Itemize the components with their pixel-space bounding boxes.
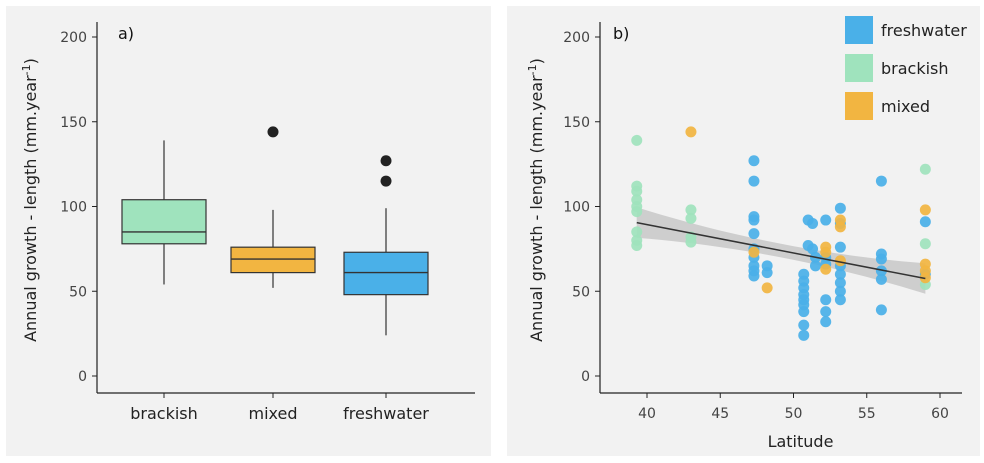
scatter-point-mixed [834, 221, 846, 233]
scatter-point-brackish [685, 212, 697, 224]
panel-a-x-tick-label: brackish [130, 404, 198, 423]
panel-b-x-tick-label: 45 [711, 406, 729, 422]
panel-a-background [6, 6, 491, 456]
panel-a-y-axis-label-main: Annual growth - length (mm.year [21, 75, 40, 342]
scatter-point-freshwater [834, 277, 846, 289]
scatter-point-freshwater [834, 294, 846, 306]
panel-a-y-axis-label-close: ) [21, 58, 40, 64]
scatter-point-freshwater [875, 175, 887, 187]
panel-b-y-axis-label: Annual growth - length (mm.year-1) [526, 58, 546, 342]
scatter-point-mixed [820, 246, 832, 258]
scatter-point-brackish [631, 134, 643, 146]
panel-b-y-axis-label-main: Annual growth - length (mm.year [527, 75, 546, 342]
legend-swatch-brackish [845, 54, 873, 82]
legend-label-freshwater: freshwater [881, 21, 967, 40]
panel-b-x-tick-label: 40 [638, 406, 656, 422]
panel-b-y-tick-label: 200 [563, 30, 590, 46]
scatter-point-mixed [761, 282, 773, 294]
panel-b-y-tick-label: 0 [581, 369, 590, 385]
box-body [230, 246, 316, 274]
scatter-point-freshwater [820, 294, 832, 306]
scatter-point-freshwater [798, 306, 810, 318]
scatter-point-freshwater [748, 155, 760, 167]
scatter-point-freshwater [875, 253, 887, 265]
panel-a-y-axis-label: Annual growth - length (mm.year-1) [20, 58, 40, 342]
scatter-point-freshwater [875, 273, 887, 285]
scatter-point-freshwater [798, 319, 810, 331]
panel-b-y-tick-label: 50 [572, 284, 590, 300]
panel-a-label: a) [118, 24, 134, 43]
panel-a-y-tick-label: 200 [60, 30, 87, 46]
panel-b-x-tick-label: 50 [785, 406, 803, 422]
scatter-point-freshwater [834, 268, 846, 280]
panel-a-y-tick-label: 100 [60, 200, 87, 216]
panel-b-x-tick-label: 60 [931, 406, 949, 422]
panel-a-x-tick-label: freshwater [343, 404, 429, 423]
panel-b-y-tick-label: 100 [563, 200, 590, 216]
scatter-point-mixed [685, 126, 697, 138]
panel-b-y-axis-label-close: ) [527, 58, 546, 64]
panel-b-y-axis-label-sup: -1 [526, 64, 539, 75]
scatter-point-mixed [919, 204, 931, 216]
scatter-point-freshwater [798, 329, 810, 341]
panel-b-x-tick-label: 55 [858, 406, 876, 422]
panel-b-background [507, 6, 980, 456]
scatter-point-brackish [685, 236, 697, 248]
scatter-point-brackish [685, 204, 697, 216]
box-outlier-point [380, 155, 392, 167]
box-brackish [121, 140, 207, 285]
scatter-point-freshwater [809, 260, 821, 272]
scatter-point-freshwater [807, 243, 819, 255]
panel-b-x-axis-label: Latitude [768, 432, 834, 451]
scatter-point-freshwater [875, 304, 887, 316]
scatter-point-freshwater [748, 214, 760, 226]
scatter-point-mixed [919, 272, 931, 284]
legend-label-mixed: mixed [881, 97, 930, 116]
box-body [343, 251, 429, 296]
box-outlier-point [267, 126, 279, 138]
scatter-point-brackish [631, 239, 643, 251]
scatter-point-mixed [834, 255, 846, 267]
legend-label-brackish: brackish [881, 59, 949, 78]
scatter-point-freshwater [834, 241, 846, 253]
series-brackish [631, 134, 931, 290]
panel-b-label: b) [613, 24, 629, 43]
scatter-point-freshwater [820, 306, 832, 318]
scatter-point-brackish [631, 226, 643, 238]
scatter-point-brackish [631, 206, 643, 218]
panel-b-y-tick-label: 150 [563, 115, 590, 131]
scatter-point-freshwater [748, 228, 760, 240]
scatter-point-freshwater [919, 216, 931, 228]
scatter-point-mixed [748, 246, 760, 258]
legend-swatch-mixed [845, 92, 873, 120]
panel-a-x-tick-label: mixed [248, 404, 297, 423]
scatter-point-brackish [919, 238, 931, 250]
scatter-point-brackish [631, 185, 643, 197]
box-mixed [230, 126, 316, 288]
scatter-point-mixed [820, 263, 832, 275]
scatter-point-freshwater [820, 316, 832, 328]
scatter-point-freshwater [834, 202, 846, 214]
scatter-point-freshwater [834, 285, 846, 297]
scatter-point-freshwater [761, 267, 773, 279]
panel-a-y-tick-label: 0 [78, 369, 87, 385]
box-body [121, 199, 207, 245]
panel-a-y-axis-label-sup: -1 [20, 64, 33, 75]
series-mixed [685, 126, 931, 294]
scatter-point-brackish [919, 163, 931, 175]
legend-swatch-freshwater [845, 16, 873, 44]
panel-a-y-tick-label: 50 [69, 284, 87, 300]
panel-a-y-tick-label: 150 [60, 115, 87, 131]
scatter-point-freshwater [875, 265, 887, 277]
scatter-point-freshwater [748, 270, 760, 282]
scatter-point-freshwater [820, 214, 832, 226]
box-outlier-point [380, 175, 392, 187]
box-freshwater [343, 155, 429, 336]
trend-line [636, 221, 926, 280]
scatter-point-freshwater [807, 217, 819, 229]
scatter-point-freshwater [748, 175, 760, 187]
